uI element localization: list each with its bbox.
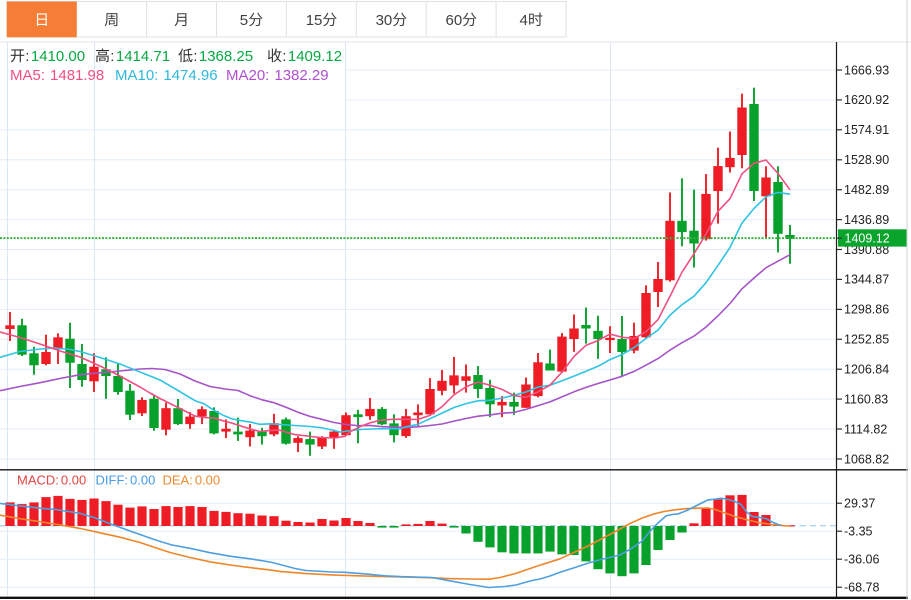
svg-text:1409.12: 1409.12 xyxy=(845,232,890,246)
svg-text:1482.89: 1482.89 xyxy=(844,183,889,197)
svg-text:1666.93: 1666.93 xyxy=(844,63,889,77)
svg-text:5: 5 xyxy=(240,12,248,29)
svg-text:MA20:1382.29: MA20: 1382.29 xyxy=(226,67,329,84)
svg-text::1368.25: :1368.25 xyxy=(193,48,253,65)
svg-text:1114.82: 1114.82 xyxy=(844,422,887,436)
svg-text:MA10:1474.96: MA10: 1474.96 xyxy=(115,67,218,84)
svg-text:DIFF:0.00: DIFF: 0.00 xyxy=(96,473,156,488)
svg-text:1068.82: 1068.82 xyxy=(844,452,889,466)
svg-text:MACD:0.00: MACD: 0.00 xyxy=(17,473,86,488)
svg-text:30: 30 xyxy=(376,12,393,29)
svg-text:1252.85: 1252.85 xyxy=(844,333,889,347)
svg-text:15: 15 xyxy=(306,12,323,29)
svg-text:1528.90: 1528.90 xyxy=(844,153,889,167)
svg-text::1414.71: :1414.71 xyxy=(110,48,170,65)
svg-text:1574.91: 1574.91 xyxy=(844,123,889,137)
svg-text:60: 60 xyxy=(446,12,463,29)
svg-text:1436.89: 1436.89 xyxy=(844,213,889,227)
svg-text:1620.92: 1620.92 xyxy=(844,93,889,107)
svg-text:-3.35: -3.35 xyxy=(844,525,873,539)
svg-text:MA5:1481.98: MA5: 1481.98 xyxy=(10,67,104,84)
svg-text:-36.06: -36.06 xyxy=(844,553,879,567)
svg-text:-68.78: -68.78 xyxy=(844,581,879,595)
svg-text:DEA:0.00: DEA: 0.00 xyxy=(163,473,221,488)
svg-text:1344.87: 1344.87 xyxy=(844,273,889,287)
svg-text:29.37: 29.37 xyxy=(844,497,875,511)
svg-text:1298.86: 1298.86 xyxy=(844,303,889,317)
svg-text:1206.84: 1206.84 xyxy=(844,363,889,377)
svg-text:1160.83: 1160.83 xyxy=(844,392,888,406)
svg-text::1410.00: :1410.00 xyxy=(25,48,85,65)
svg-text:4: 4 xyxy=(520,12,528,29)
svg-text::1409.12: :1409.12 xyxy=(282,48,342,65)
